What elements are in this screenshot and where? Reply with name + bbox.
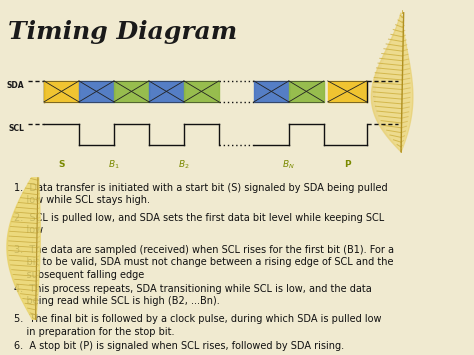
Polygon shape [79,81,114,102]
Text: 1.  Data transfer is initiated with a start bit (S) signaled by SDA being pulled: 1. Data transfer is initiated with a sta… [14,183,388,205]
Text: $B_N$: $B_N$ [283,158,295,171]
Polygon shape [184,81,219,102]
Text: SDA: SDA [7,81,25,90]
Polygon shape [289,81,324,102]
Polygon shape [328,81,366,102]
Text: 6.  A stop bit (P) is signaled when SCL rises, followed by SDA rising.: 6. A stop bit (P) is signaled when SCL r… [14,341,344,351]
Polygon shape [44,81,79,102]
Text: SCL: SCL [9,124,25,133]
Text: $B_1$: $B_1$ [108,158,120,171]
Polygon shape [254,81,289,102]
Polygon shape [7,178,40,320]
Text: Timing Diagram: Timing Diagram [8,20,237,44]
Polygon shape [371,13,413,152]
Text: 5.  The final bit is followed by a clock pulse, during which SDA is pulled low
 : 5. The final bit is followed by a clock … [14,314,382,337]
Text: 2.  SCL is pulled low, and SDA sets the first data bit level while keeping SCL
 : 2. SCL is pulled low, and SDA sets the f… [14,213,384,235]
Polygon shape [114,81,149,102]
Text: $B_2$: $B_2$ [178,158,190,171]
Text: P: P [344,160,350,169]
Polygon shape [376,14,411,150]
Polygon shape [149,81,184,102]
Text: 3.  The data are sampled (received) when SCL rises for the first bit (B1). For a: 3. The data are sampled (received) when … [14,245,394,280]
Text: S: S [58,160,65,169]
Polygon shape [9,178,39,320]
Text: 4.  This process repeats, SDA transitioning while SCL is low, and the data
    b: 4. This process repeats, SDA transitioni… [14,284,372,306]
